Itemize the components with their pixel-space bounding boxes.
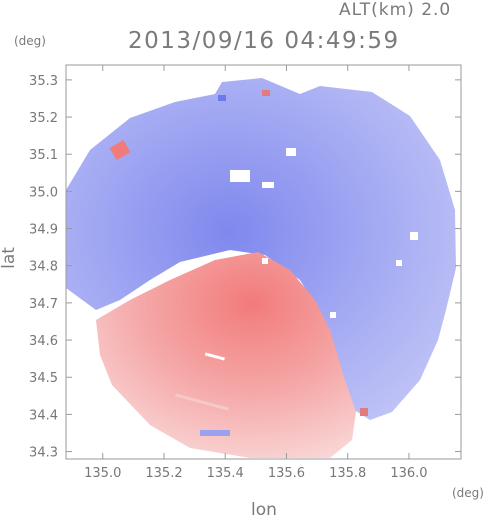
- y-axis-ticks: 34.3 34.4 34.5 34.6 34.7 34.8 34.9 35.0 35.1 35.2…: [29, 74, 461, 461]
- y-tick-label: 35.1: [29, 148, 58, 163]
- x-axis-label: lon: [251, 500, 277, 520]
- y-tick-label: 34.8: [29, 260, 58, 275]
- x-tick-label: 135.0: [84, 466, 121, 481]
- y-tick-label: 34.6: [29, 334, 58, 349]
- x-axis-ticks: 135.0 135.2 135.4 135.6 135.8 136.0: [84, 65, 428, 481]
- x-tick-label: 135.6: [268, 466, 305, 481]
- x-tick-label: 136.0: [390, 466, 427, 481]
- x-tick-label: 135.4: [207, 466, 244, 481]
- radar-field: [66, 78, 456, 458]
- y-tick-label: 34.7: [29, 297, 58, 312]
- y-tick-label: 35.3: [29, 74, 58, 89]
- y-tick-label: 34.9: [29, 223, 58, 238]
- chart-title: 2013/09/16 04:49:59: [128, 28, 400, 54]
- y-tick-label: 35.2: [29, 111, 58, 126]
- y-tick-label: 34.4: [29, 408, 58, 423]
- negative-velocity-region: [66, 78, 456, 420]
- x-axis-unit: (deg): [452, 486, 484, 500]
- data-speckles: [109, 90, 418, 436]
- y-tick-label: 34.5: [29, 371, 58, 386]
- x-tick-label: 135.8: [329, 466, 366, 481]
- altitude-label: ALT(km) 2.0: [339, 0, 452, 20]
- positive-velocity-region: [96, 252, 356, 458]
- y-tick-label: 35.0: [29, 185, 58, 200]
- y-tick-label: 34.3: [29, 446, 58, 461]
- x-tick-label: 135.2: [145, 466, 182, 481]
- plot-frame: [65, 64, 462, 460]
- y-axis-unit: (deg): [14, 34, 46, 48]
